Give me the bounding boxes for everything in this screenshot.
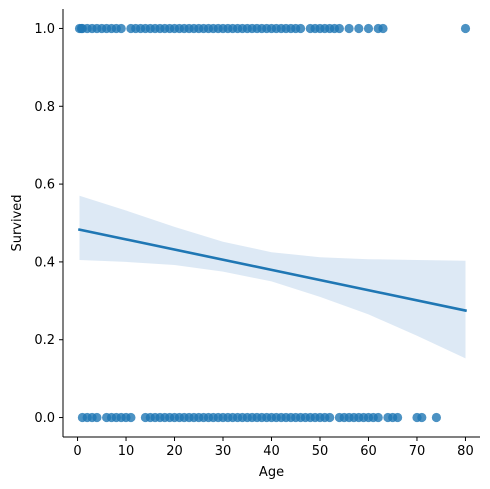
x-tick-label: 70 bbox=[409, 444, 426, 459]
data-point bbox=[354, 23, 364, 34]
x-axis-label: Age bbox=[259, 465, 284, 480]
y-tick-label: 1.0 bbox=[34, 22, 55, 37]
data-point bbox=[334, 23, 344, 34]
x-tick-label: 60 bbox=[360, 444, 377, 459]
data-point bbox=[460, 23, 471, 34]
y-tick-label: 0.2 bbox=[34, 333, 55, 348]
data-point bbox=[126, 412, 136, 423]
regression-line-layer bbox=[77, 228, 467, 313]
data-point bbox=[373, 412, 383, 423]
ticks-layer: 0 10 20 30 40 50 60 70 80 0.0 0.2 0.4 0.6 0.8 1.0 bbox=[34, 22, 473, 459]
confidence-band-layer bbox=[79, 195, 466, 359]
data-point bbox=[325, 412, 335, 423]
y-axis-label: Survived bbox=[10, 194, 25, 251]
data-point bbox=[116, 23, 126, 34]
data-point bbox=[92, 412, 102, 423]
x-tick-label: 0 bbox=[73, 444, 81, 459]
data-point bbox=[378, 23, 388, 34]
data-point bbox=[344, 23, 354, 34]
data-point bbox=[431, 412, 441, 423]
y-tick-label: 0.4 bbox=[34, 255, 55, 270]
x-tick-label: 40 bbox=[263, 444, 280, 459]
x-tick-label: 80 bbox=[457, 444, 474, 459]
y-tick-label: 0.8 bbox=[34, 100, 55, 115]
data-point bbox=[296, 23, 306, 34]
y-tick-label: 0.6 bbox=[34, 178, 55, 193]
data-point bbox=[417, 412, 427, 423]
confidence-band bbox=[79, 195, 466, 359]
x-tick-label: 30 bbox=[215, 444, 232, 459]
x-tick-label: 50 bbox=[312, 444, 329, 459]
x-tick-label: 20 bbox=[166, 444, 183, 459]
data-point bbox=[363, 23, 374, 34]
points-layer bbox=[74, 23, 471, 423]
y-tick-label: 0.0 bbox=[34, 411, 55, 426]
data-point bbox=[393, 412, 403, 423]
x-tick-label: 10 bbox=[118, 444, 135, 459]
regression-line bbox=[77, 228, 467, 313]
